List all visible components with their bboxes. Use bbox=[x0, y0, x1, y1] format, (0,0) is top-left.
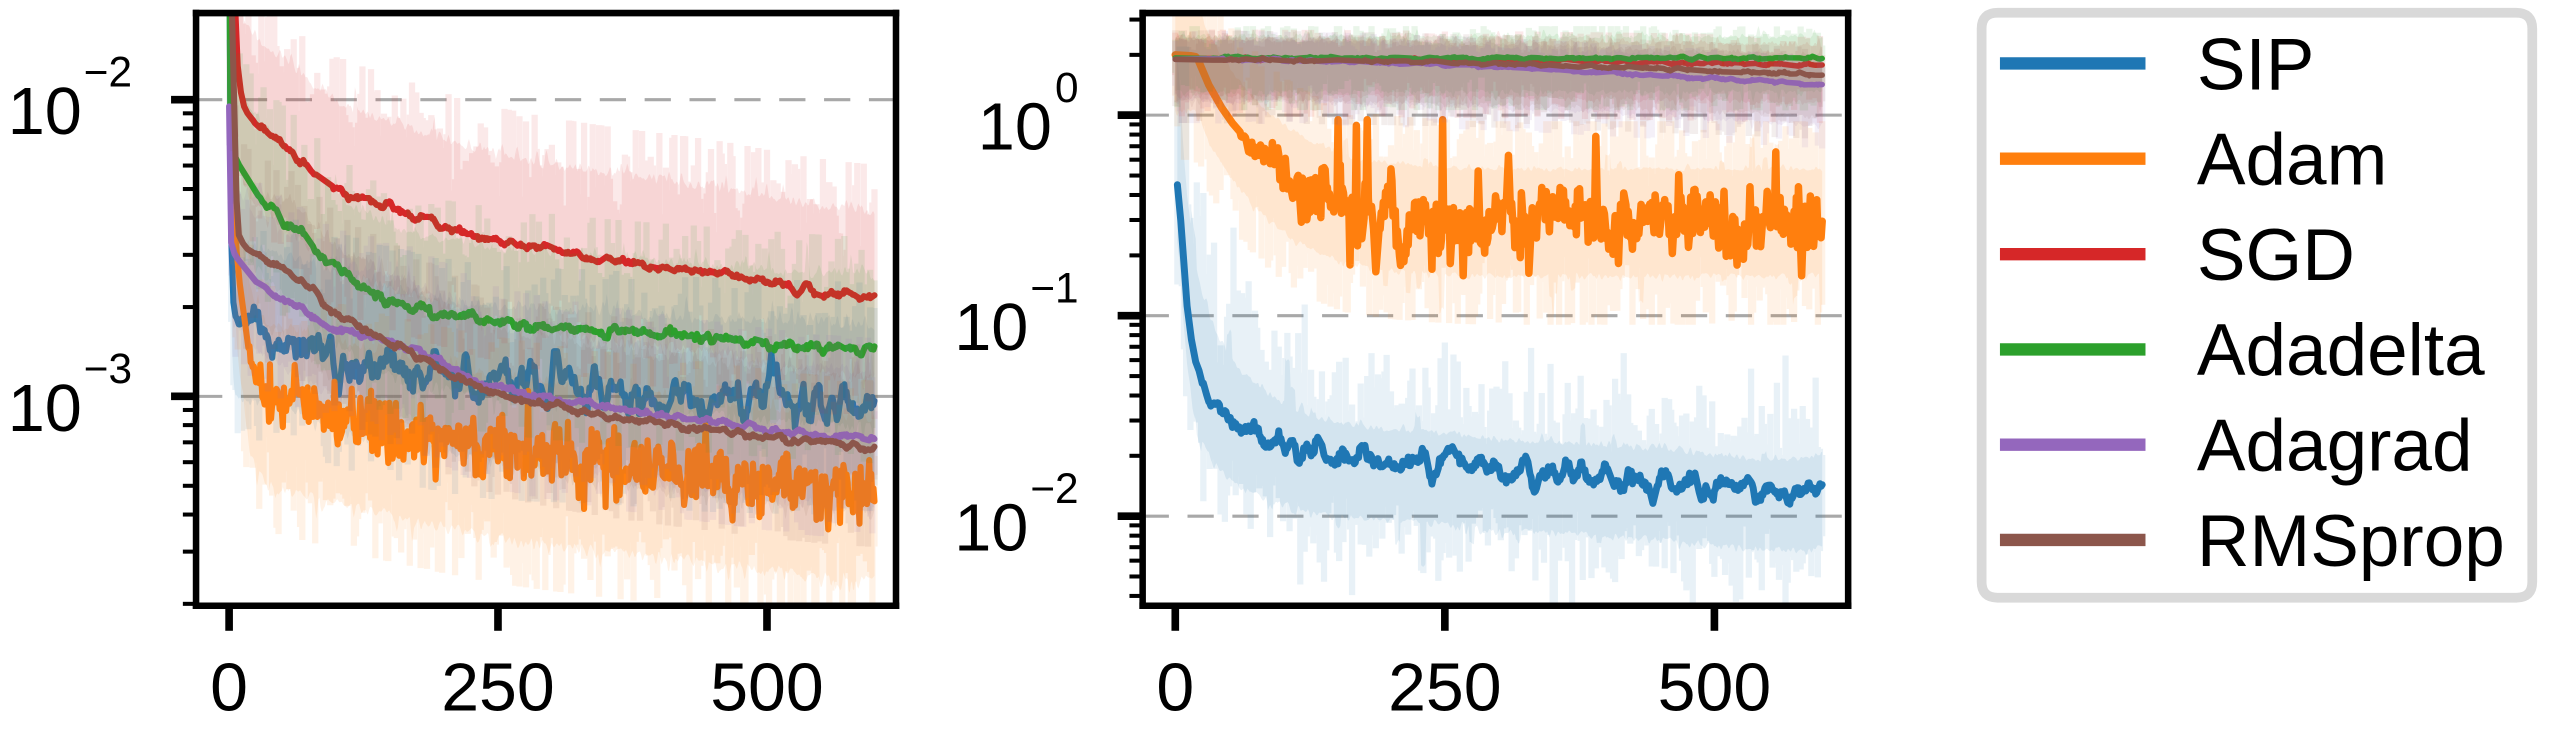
svg-text:500: 500 bbox=[710, 650, 824, 726]
svg-text:−1: −1 bbox=[1030, 264, 1078, 311]
svg-text:Adadelta: Adadelta bbox=[2197, 310, 2485, 391]
svg-text:−2: −2 bbox=[1030, 465, 1078, 512]
svg-text:SIP: SIP bbox=[2197, 24, 2315, 105]
svg-text:10: 10 bbox=[954, 492, 1028, 566]
svg-text:0: 0 bbox=[1156, 650, 1194, 726]
svg-text:500: 500 bbox=[1658, 650, 1772, 726]
svg-text:Adam: Adam bbox=[2197, 120, 2387, 201]
svg-text:10: 10 bbox=[954, 291, 1028, 365]
svg-text:0: 0 bbox=[1055, 64, 1079, 111]
svg-text:SGD: SGD bbox=[2197, 215, 2355, 296]
svg-text:−2: −2 bbox=[84, 48, 132, 95]
svg-text:250: 250 bbox=[1388, 650, 1502, 726]
svg-text:10: 10 bbox=[8, 75, 82, 149]
svg-text:250: 250 bbox=[441, 650, 555, 726]
svg-text:10: 10 bbox=[978, 91, 1052, 165]
svg-text:0: 0 bbox=[210, 650, 248, 726]
svg-text:Adagrad: Adagrad bbox=[2197, 406, 2473, 487]
svg-text:−3: −3 bbox=[84, 345, 132, 392]
svg-text:RMSprop: RMSprop bbox=[2197, 501, 2505, 582]
svg-text:10: 10 bbox=[8, 372, 82, 446]
